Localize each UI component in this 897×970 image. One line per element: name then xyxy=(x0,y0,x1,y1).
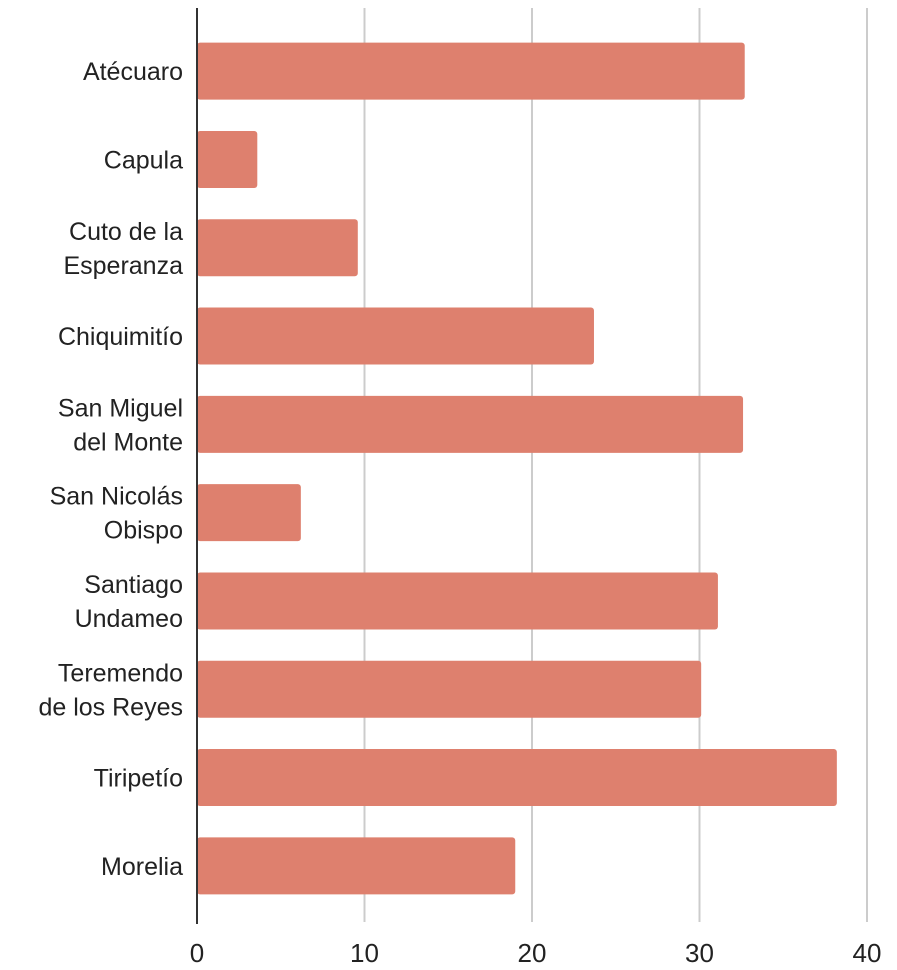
bars xyxy=(197,42,837,895)
bar xyxy=(197,219,358,277)
x-tick-label: 20 xyxy=(518,938,547,968)
category-label: Capula xyxy=(104,146,183,174)
category-label: Tiripetío xyxy=(94,765,183,793)
x-tick-label: 0 xyxy=(190,938,204,968)
bar xyxy=(197,749,837,807)
category-label: San Miguel xyxy=(58,394,183,422)
bar xyxy=(197,130,258,188)
bar xyxy=(197,572,718,630)
x-tick-label: 10 xyxy=(350,938,379,968)
category-label: San Nicolás xyxy=(50,483,183,511)
category-label: Cuto de la xyxy=(69,218,183,246)
bar xyxy=(197,42,745,100)
bar xyxy=(197,484,301,542)
bar xyxy=(197,395,744,453)
category-label: Undameo xyxy=(75,605,183,633)
category-labels: Atécuaro Capula Cuto de la Esperanza Chiquim… xyxy=(38,58,183,881)
x-tick-label: 30 xyxy=(685,938,714,968)
bar xyxy=(197,660,702,718)
category-label: Atécuaro xyxy=(83,58,183,86)
category-label: de los Reyes xyxy=(38,693,183,721)
x-tick-label: 40 xyxy=(853,938,882,968)
category-label: Teremendo xyxy=(58,659,183,687)
bar xyxy=(197,307,594,365)
bar xyxy=(197,837,516,895)
category-label: Chiquimitío xyxy=(58,323,183,351)
category-label: Esperanza xyxy=(63,252,183,280)
x-tick-labels: 0 10 20 30 40 xyxy=(190,938,882,968)
category-label: Morelia xyxy=(101,853,183,881)
category-label: del Monte xyxy=(73,428,183,456)
category-label: Obispo xyxy=(104,517,183,545)
category-label: Santiago xyxy=(84,571,183,599)
